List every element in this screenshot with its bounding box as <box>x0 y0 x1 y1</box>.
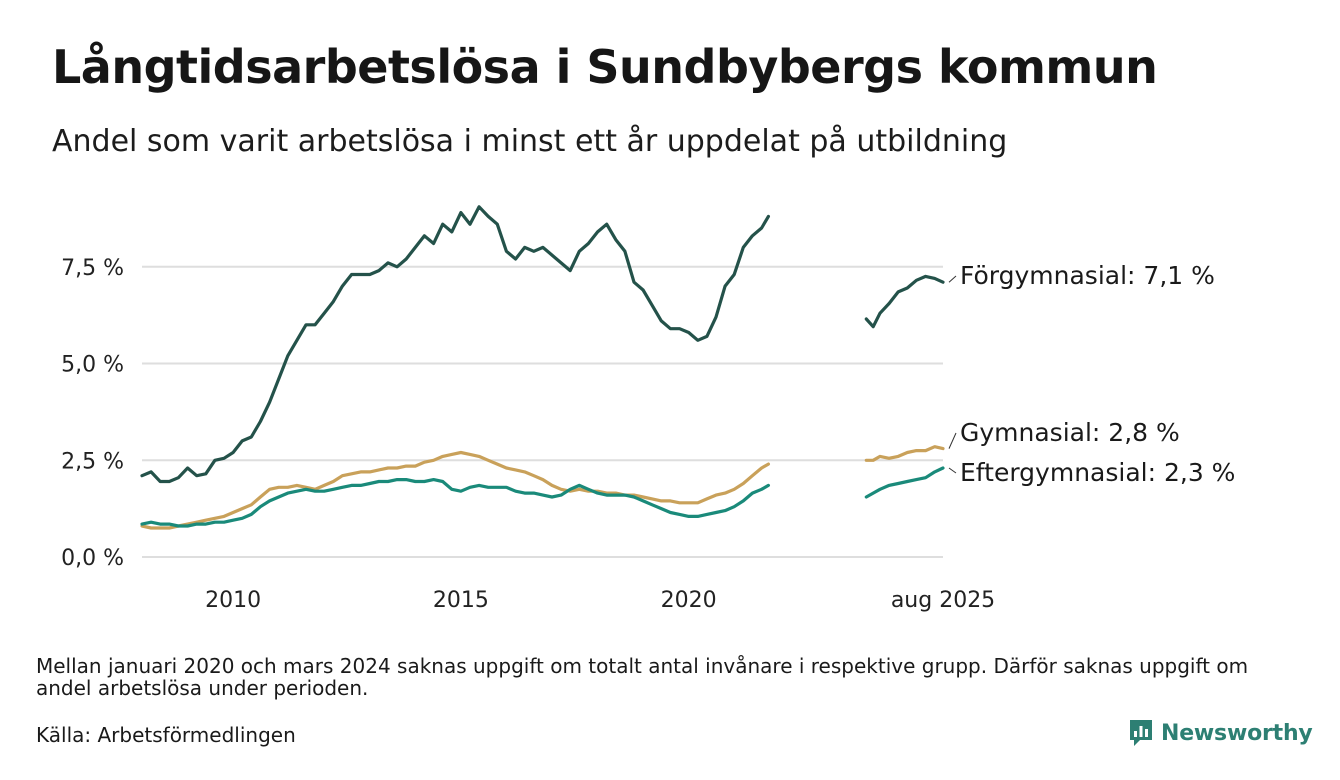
x-tick-label: 2020 <box>661 588 717 613</box>
label-connector <box>948 467 957 474</box>
series-line-gymnasial <box>864 445 945 462</box>
series-lines <box>140 205 945 530</box>
source-credit: Källa: Arbetsförmedlingen <box>36 723 296 747</box>
chart-subtitle: Andel som varit arbetslösa i minst ett å… <box>52 124 1008 159</box>
chart-title: Långtidsarbetslösa i Sundbybergs kommun <box>52 40 1158 94</box>
footnote: Mellan januari 2020 och mars 2024 saknas… <box>36 654 1249 700</box>
gridlines <box>142 265 943 558</box>
brand-logo: Newsworthy <box>1128 716 1313 750</box>
y-tick-label: 5,0 % <box>61 353 124 378</box>
x-axis-ticks: 2010 2015 2020 aug 2025 <box>205 588 995 613</box>
series-line-förgymnasial <box>864 274 945 329</box>
series-label-eftergymnasial: Eftergymnasial: 2,3 % <box>960 458 1235 487</box>
label-connector <box>948 432 957 449</box>
series-label-gymnasial: Gymnasial: 2,8 % <box>960 418 1180 447</box>
y-tick-label: 0,0 % <box>61 546 124 571</box>
series-label-förgymnasial: Förgymnasial: 7,1 % <box>960 261 1215 290</box>
x-tick-label: aug 2025 <box>891 588 995 613</box>
series-line-förgymnasial <box>140 205 770 484</box>
x-tick-label: 2010 <box>205 588 261 613</box>
label-connector <box>948 275 957 283</box>
series-line-gymnasial <box>140 450 770 530</box>
newsworthy-logo-icon <box>1130 720 1152 746</box>
series-line-eftergymnasial <box>864 466 945 499</box>
series-labels: Förgymnasial: 7,1 % Gymnasial: 2,8 % Efter… <box>948 261 1235 487</box>
y-tick-label: 2,5 % <box>61 449 124 474</box>
series-line-eftergymnasial <box>140 478 770 528</box>
brand-name: Newsworthy <box>1161 720 1313 746</box>
y-axis-ticks: 0,0 % 2,5 % 5,0 % 7,5 % <box>61 256 124 571</box>
x-tick-label: 2015 <box>433 588 489 613</box>
y-tick-label: 7,5 % <box>61 256 124 281</box>
